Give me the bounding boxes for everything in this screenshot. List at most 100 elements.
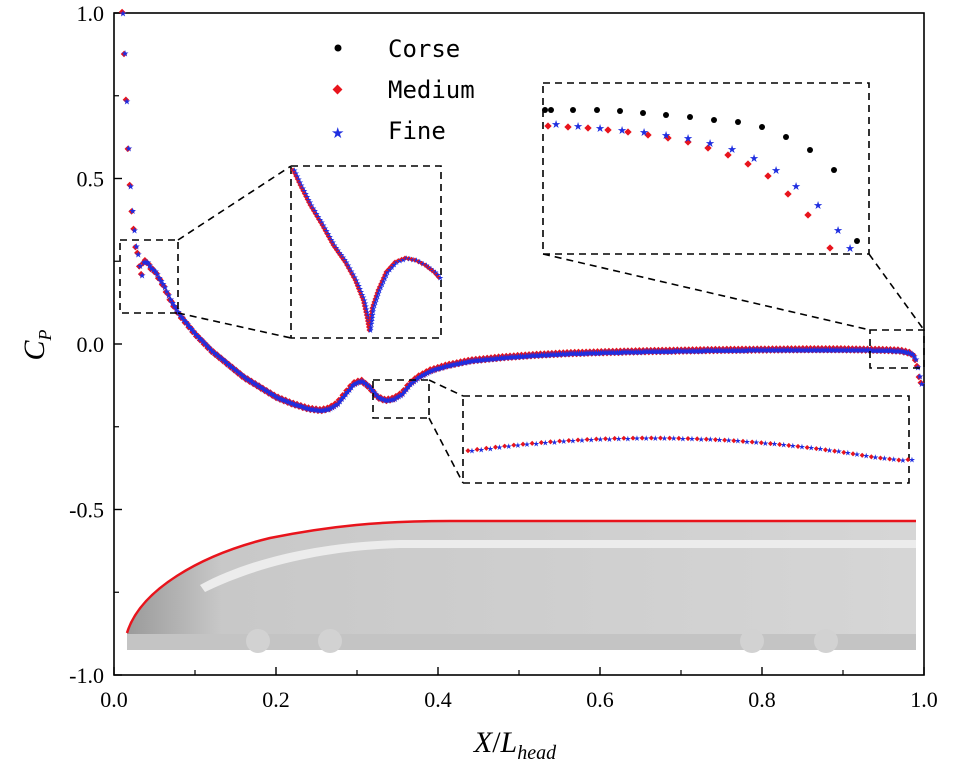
point-fine: ★ [370,388,378,398]
inset-point-fine: ★ [345,261,352,270]
point-fine: ★ [389,395,397,405]
y-axis: 1.0 0.5 0.0 -0.5 -1.0 [69,1,122,688]
inset-point-corse [548,107,554,113]
inset-point-fine: ★ [588,436,595,445]
point-fine: ★ [547,351,555,361]
point-fine: ★ [788,346,796,356]
y-tick-label: 1.0 [77,1,105,26]
inset-point-fine: ★ [367,323,374,332]
inset-point-fine: ★ [872,453,879,462]
inset-point-fine: ★ [292,169,299,178]
point-fine: ★ [332,401,340,411]
point-fine: ★ [572,350,580,360]
x-tick-label: 0.4 [424,687,452,712]
point-fine: ★ [669,347,677,357]
point-fine: ★ [745,346,753,356]
inset-point-medium [826,244,834,252]
point-fine: ★ [802,346,810,356]
point-fine: ★ [381,396,389,406]
inset-point-fine: ★ [379,280,386,289]
zoom-source-tail [869,329,925,369]
point-fine: ★ [815,346,823,356]
point-fine: ★ [391,395,399,405]
point-fine: ★ [408,379,416,389]
point-fine: ★ [383,397,391,407]
point-fine: ★ [330,402,338,412]
inset-point-fine: ★ [881,454,888,463]
point-fine: ★ [819,346,827,356]
point-fine: ★ [155,274,163,284]
inset-point-fine: ★ [595,122,605,135]
point-fine: ★ [393,394,401,404]
point-fine: ★ [256,383,264,393]
point-fine: ★ [729,346,737,356]
y-tick-label: 0.0 [77,332,105,357]
point-fine: ★ [800,346,808,356]
point-medium [120,50,128,58]
point-fine: ★ [336,397,344,407]
inset-point-fine: ★ [789,441,796,450]
point-fine: ★ [311,406,319,416]
point-fine: ★ [505,353,513,363]
point-fine: ★ [610,348,618,358]
point-fine: ★ [423,369,431,379]
inset-point-fine: ★ [533,439,540,448]
inset-point-fine: ★ [384,268,391,277]
point-medium [911,356,919,364]
point-fine: ★ [748,346,756,356]
point-fine: ★ [258,384,266,394]
inset-point-fine: ★ [420,259,427,268]
y-axis-title-sub: P [35,329,55,341]
point-fine: ★ [895,347,903,357]
point-fine: ★ [484,355,492,365]
zoom-connector [177,165,292,241]
inset-point-fine: ★ [318,218,325,227]
point-fine: ★ [604,349,612,359]
point-fine: ★ [237,371,245,381]
point-fine: ★ [277,395,285,405]
point-fine: ★ [248,378,256,388]
point-fine: ★ [760,346,768,356]
point-fine: ★ [349,381,357,391]
point-fine: ★ [142,258,150,268]
point-fine: ★ [581,349,589,359]
point-fine: ★ [648,348,656,358]
x-tick-label: 1.0 [910,687,938,712]
inset-point-medium [584,436,590,443]
point-fine: ★ [427,367,435,377]
point-fine: ★ [813,346,821,356]
point-fine: ★ [762,346,770,356]
point-fine: ★ [726,346,734,356]
point-fine: ★ [323,406,331,416]
inset-point-fine: ★ [551,118,561,131]
point-fine: ★ [680,347,688,357]
inset-point-fine: ★ [291,166,298,175]
point-fine: ★ [695,347,703,357]
inset-point-fine: ★ [370,304,377,313]
inset-point-fine: ★ [808,443,815,452]
point-fine: ★ [205,344,213,354]
inset-point-medium [731,438,737,444]
inset-point-medium [564,123,572,131]
inset-point-medium [841,449,847,455]
point-fine: ★ [587,349,595,359]
point-fine: ★ [233,368,241,378]
inset-point-fine: ★ [639,126,649,139]
point-fine: ★ [281,397,289,407]
point-fine: ★ [564,350,572,360]
point-fine: ★ [608,349,616,359]
inset-point-medium [896,457,902,463]
point-fine: ★ [184,320,192,330]
point-fine: ★ [847,346,855,356]
inset-point-fine: ★ [523,440,530,449]
point-fine: ★ [840,346,848,356]
inset-point-medium [684,138,692,146]
inset-point-fine: ★ [364,311,371,320]
point-medium [153,269,160,277]
inset-point-medium [502,443,508,449]
point-fine: ★ [245,376,253,386]
inset-point-fine: ★ [771,164,781,177]
point-fine: ★ [214,352,222,362]
point-fine: ★ [661,347,669,357]
point-medium [134,249,141,257]
